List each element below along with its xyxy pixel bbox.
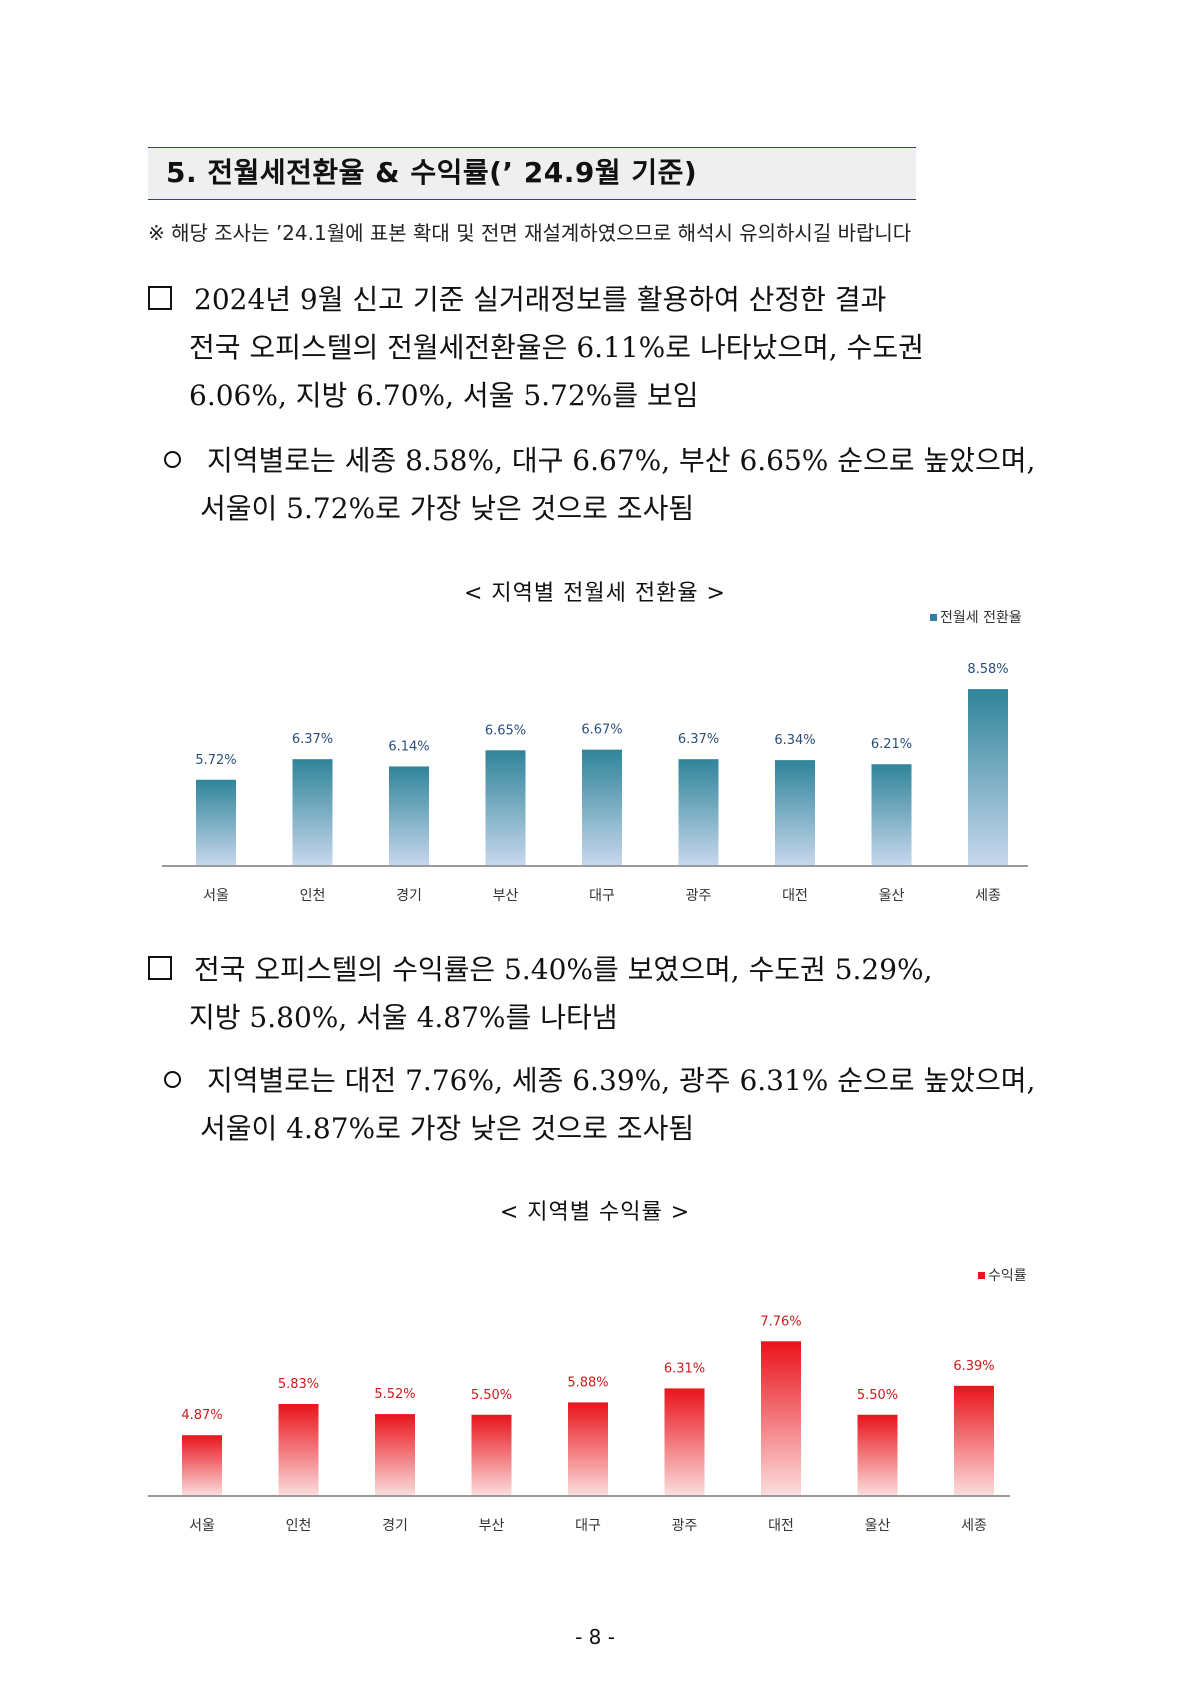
category-tick-label: 울산 — [865, 1518, 891, 1534]
legend-swatch — [930, 614, 937, 621]
paragraph-line: 지역별로는 대전 7.76%, 세종 6.39%, 광주 6.31% 순으로 높… — [207, 1064, 1036, 1097]
data-label: 7.76% — [760, 1314, 801, 1329]
category-tick-label: 경기 — [382, 1518, 408, 1534]
bar — [278, 1404, 319, 1496]
bar — [375, 1414, 415, 1496]
bar — [292, 759, 333, 866]
category-tick-label: 서울 — [189, 1518, 215, 1534]
data-label: 5.83% — [278, 1377, 319, 1392]
bar — [389, 766, 429, 866]
data-label: 5.88% — [567, 1375, 608, 1390]
paragraph-line: 2024년 9월 신고 기준 실거래정보를 활용하여 산정한 결과 — [194, 283, 887, 316]
data-label: 6.67% — [581, 723, 622, 738]
circle-bullet-icon — [164, 451, 181, 468]
category-tick-label: 서울 — [203, 888, 229, 904]
chart-svg: 5.72% 서울 6.37% 인천 6.14% 경기 6.65% 부산 6.67% 대구 6.37%… — [162, 610, 1028, 904]
data-label: 8.58% — [967, 662, 1008, 677]
legend-swatch — [978, 1272, 985, 1279]
category-tick-label: 세종 — [975, 888, 1001, 904]
section-header-box — [148, 147, 916, 200]
bar — [582, 749, 622, 866]
data-label: 6.34% — [774, 733, 815, 748]
section-title: 5. 전월세전환율 & 수익률(’ 24.9월 기준) — [166, 156, 698, 189]
bar — [857, 1414, 898, 1496]
category-tick-label: 대전 — [768, 1518, 794, 1534]
category-tick-label: 광주 — [672, 1518, 698, 1534]
checkbox-bullet-icon — [148, 286, 172, 310]
paragraph-1-sub: 지역별로는 세종 8.58%, 대구 6.67%, 부산 6.65% 순으로 높… — [148, 437, 1058, 533]
data-label: 5.50% — [857, 1388, 898, 1403]
checkbox-bullet-icon — [148, 956, 172, 980]
category-tick-label: 인천 — [286, 1518, 312, 1534]
bar — [775, 760, 815, 866]
bar — [196, 779, 236, 866]
bar — [761, 1341, 801, 1496]
data-label: 6.31% — [664, 1361, 705, 1376]
category-tick-label: 광주 — [686, 888, 712, 904]
bar — [678, 759, 719, 866]
data-label: 4.87% — [181, 1408, 222, 1423]
paragraph-line: 6.06%, 지방 6.70%, 서울 5.72%를 보임 — [189, 379, 699, 412]
category-tick-label: 인천 — [300, 888, 326, 904]
paragraph-line: 지역별로는 세종 8.58%, 대구 6.67%, 부산 6.65% 순으로 높… — [207, 444, 1036, 477]
bar — [485, 750, 526, 866]
paragraph-1: 2024년 9월 신고 기준 실거래정보를 활용하여 산정한 결과 전국 오피스… — [148, 276, 1058, 420]
category-tick-label: 대구 — [589, 888, 615, 904]
bar — [471, 1414, 512, 1496]
category-tick-label: 부산 — [479, 1518, 505, 1534]
bar — [871, 764, 912, 866]
chart-svg: 4.87% 서울 5.83% 인천 5.52% 경기 5.50% 부산 5.88% 대구 6.31%… — [148, 1268, 1027, 1534]
data-label: 6.14% — [388, 739, 429, 754]
notice-text: ※ 해당 조사는 ’24.1월에 표본 확대 및 전면 재설계하였으므로 해석시… — [148, 221, 912, 245]
chart-2: 4.87% 서울 5.83% 인천 5.52% 경기 5.50% 부산 5.88% 대구 6.31%… — [140, 1240, 1040, 1540]
category-tick-label: 울산 — [879, 888, 905, 904]
category-tick-label: 대구 — [575, 1518, 601, 1534]
category-tick-label: 부산 — [493, 888, 519, 904]
data-label: 6.37% — [292, 732, 333, 747]
paragraph-2: 전국 오피스텔의 수익률은 5.40%를 보였으며, 수도권 5.29%, 지방… — [148, 946, 1058, 1042]
bar — [568, 1402, 608, 1496]
legend-label: 전월세 전환율 — [940, 610, 1022, 626]
chart-2-title: < 지역별 수익률 > — [499, 1200, 691, 1225]
category-tick-label: 경기 — [396, 888, 422, 904]
bar — [664, 1388, 705, 1496]
category-tick-label: 대전 — [782, 888, 808, 904]
paragraph-line: 서울이 4.87%로 가장 낮은 것으로 조사됨 — [200, 1112, 695, 1145]
paragraph-line: 전국 오피스텔의 전월세전환율은 6.11%로 나타났으며, 수도권 — [189, 331, 924, 364]
paragraph-line: 지방 5.80%, 서울 4.87%를 나타냄 — [189, 1001, 618, 1034]
bar — [968, 689, 1008, 866]
bar — [954, 1385, 994, 1496]
data-label: 6.65% — [485, 723, 526, 738]
bar — [182, 1435, 222, 1496]
paragraph-2-sub: 지역별로는 대전 7.76%, 세종 6.39%, 광주 6.31% 순으로 높… — [148, 1057, 1058, 1153]
data-label: 5.72% — [195, 753, 236, 768]
category-tick-label: 세종 — [961, 1518, 987, 1534]
data-label: 6.37% — [678, 732, 719, 747]
chart-1: 5.72% 서울 6.37% 인천 6.14% 경기 6.65% 부산 6.67% 대구 6.37%… — [150, 610, 1050, 910]
paragraph-line: 서울이 5.72%로 가장 낮은 것으로 조사됨 — [200, 492, 695, 525]
chart-1-title: < 지역별 전월세 전환율 > — [463, 581, 726, 606]
paragraph-line: 전국 오피스텔의 수익률은 5.40%를 보였으며, 수도권 5.29%, — [194, 953, 933, 986]
circle-bullet-icon — [164, 1071, 181, 1088]
data-label: 6.21% — [871, 737, 912, 752]
data-label: 5.52% — [374, 1387, 415, 1402]
data-label: 5.50% — [471, 1388, 512, 1403]
data-label: 6.39% — [953, 1359, 994, 1374]
page-number: - 8 - — [575, 1625, 615, 1649]
legend-label: 수익률 — [988, 1268, 1027, 1284]
